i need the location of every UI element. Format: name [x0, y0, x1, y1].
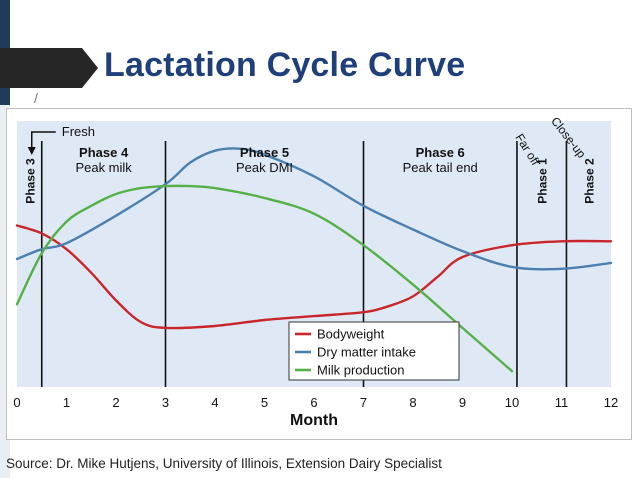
fresh-arrow-head	[27, 147, 36, 155]
x-axis-label: Month	[290, 412, 338, 429]
series-line-milk-production	[15, 184, 514, 373]
fresh-arrow	[31, 131, 56, 151]
phase-label-4: Phase 4	[79, 145, 129, 160]
x-tick-label: 8	[409, 395, 416, 410]
x-tick-label: 11	[555, 395, 569, 410]
x-tick-label: 9	[459, 395, 466, 410]
x-tick-label: 6	[310, 395, 317, 410]
phase-label-1: Phase 1	[536, 158, 550, 204]
slide-title: Lactation Cycle Curve	[104, 46, 466, 84]
chart-frame: Phase 3 Phase 4 Peak milk Phase 5 Peak DMI Ph…	[6, 108, 632, 440]
legend-label-milk-production: Milk production	[317, 363, 404, 378]
phase-desc-6: Peak tail end	[403, 160, 478, 175]
x-tick-label: 3	[162, 395, 169, 410]
title-chevron-shape	[0, 48, 98, 88]
x-tick-label: 7	[360, 395, 367, 410]
phase-label-5: Phase 5	[240, 145, 289, 160]
source-caption: Source: Dr. Mike Hutjens, University of …	[6, 456, 442, 471]
series-line-bodyweight	[15, 224, 613, 330]
phase-label-6: Phase 6	[416, 145, 465, 160]
phase-label-3: Phase 3	[23, 158, 37, 204]
phase-desc-5: Peak DMI	[236, 160, 293, 175]
x-tick-label: 10	[505, 395, 519, 410]
fresh-annotation: Fresh	[62, 124, 95, 139]
x-tick-label: 4	[211, 395, 218, 410]
x-tick-label: 0	[13, 395, 20, 410]
x-tick-label: 12	[604, 395, 618, 410]
left-accent-strip	[0, 105, 10, 478]
x-tick-label: 1	[63, 395, 70, 410]
phase-label-2: Phase 2	[583, 158, 597, 204]
legend-label-dry-matter-intake: Dry matter intake	[317, 345, 416, 360]
x-tick-label: 2	[112, 395, 119, 410]
legend-box	[288, 321, 460, 381]
series-line-dry-matter-intake	[15, 147, 613, 271]
phase-desc-4: Peak milk	[75, 160, 132, 175]
x-tick-label: 5	[261, 395, 268, 410]
legend-label-bodyweight: Bodyweight	[317, 327, 385, 342]
decorative-slash: /	[34, 90, 38, 106]
